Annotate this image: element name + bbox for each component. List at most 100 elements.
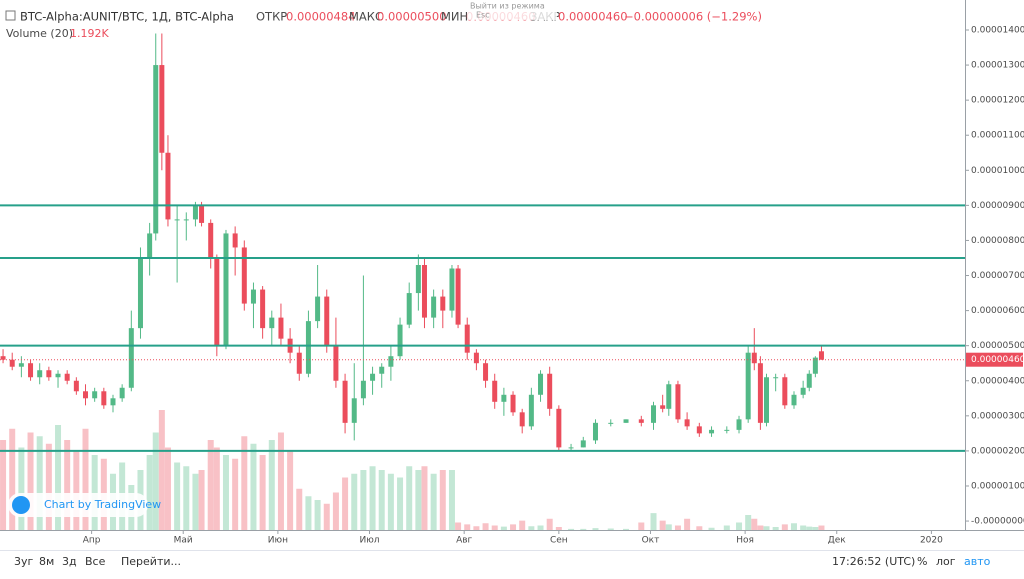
candle-body [333,345,339,381]
volume-bar [607,528,614,530]
volume-bar [638,522,645,530]
candle-body [724,429,730,431]
volume-bar [659,520,666,530]
candle-body [351,398,357,423]
candle-body [800,387,806,395]
volume-bar [510,524,517,530]
candle-body [342,380,348,423]
high: 0.00000500 [377,10,447,24]
x-tick-label: 2020 [920,536,943,546]
candle-body [232,233,238,248]
x-tick-label: Май [174,536,193,546]
candle-body [137,257,143,329]
range-button[interactable]: 3д [62,555,77,568]
volume-bar [73,451,80,530]
volume-bar [448,470,455,530]
volume-bar [757,525,764,530]
percent-button[interactable]: % [917,555,927,568]
candle-body [18,363,24,367]
y-tick-label: 0.00000600 [971,306,1024,316]
y-tick-label: 0.00000900 [971,201,1024,211]
candle-body [46,370,52,378]
badge[interactable]: Chart by TradingView [8,493,161,517]
candle-body [241,247,247,304]
badge-bg[interactable] [8,493,148,517]
candle-body [519,412,525,427]
volume-bar [546,518,553,530]
candle-body [360,380,366,399]
candle-body [406,293,412,325]
open: 0.00000484 [286,10,356,24]
candle-body [64,373,70,381]
candle-body [183,219,189,221]
range-button[interactable]: 8м [39,555,54,568]
volume-bar [36,436,43,530]
volume-bar [250,443,257,530]
volume-bar [152,432,159,530]
x-tick-label: Ноя [736,536,754,546]
volume-bar [213,447,220,530]
auto-button[interactable]: авто [964,555,991,568]
candle-body [159,65,165,153]
last-price-box [966,352,1023,367]
y-tick-label: 0.00000100 [971,481,1024,491]
range-button[interactable]: Все [85,555,106,568]
volume-bar [528,526,535,530]
candle-body [250,289,256,304]
volume-bar [158,410,165,530]
volume-bar [708,527,715,530]
volume-bar [439,470,446,530]
volume-bar [91,455,98,530]
badge-text[interactable]: Chart by TradingView [44,498,161,511]
volume-bar [64,440,71,530]
log-button[interactable]: лог [936,555,956,568]
x-tick-label: Июн [268,536,288,546]
candle-body [9,359,15,367]
candle-body [269,317,275,329]
volume-bar [296,488,303,530]
y-tick-label: 0.00000300 [971,411,1024,421]
plot-area [0,33,965,530]
candle-body [208,222,214,258]
y-tick-label: 0.00000800 [971,236,1024,246]
volume-bar [378,470,385,530]
volume-bar [164,447,171,530]
volume-bar [745,515,752,530]
candle-body [818,351,824,360]
candle-body [736,419,742,430]
low-label: МИН [441,10,468,24]
candle-body [675,384,681,420]
volume-bar [259,455,266,530]
volume-bar [665,524,672,530]
volume-value: 1.192K [70,27,109,40]
candle-body [501,394,507,402]
volume-bar [207,440,214,530]
candle-body [278,317,284,339]
x-tick-label: Авг [456,536,472,546]
x-tick-label: Дек [828,536,847,546]
volume-bar [45,443,52,530]
close: 0.00000460 [558,10,628,24]
volume-label: Volume (20) [6,27,73,40]
candle-body [812,357,818,374]
y-tick-label: -0.00000000 [971,517,1024,527]
tooltip-line: Выйти из режима [470,2,545,11]
volume-bar [232,458,239,530]
candle-body [547,373,553,409]
collapse-icon[interactable] [5,10,16,21]
volume-bar [360,470,367,530]
badge-icon[interactable] [12,496,30,514]
candle-body [421,265,427,318]
range-button[interactable]: 3уг [14,555,34,568]
volume-bar [332,492,339,530]
candle-body [638,419,644,423]
goto-button[interactable]: Перейти... [121,555,181,568]
candle-body [0,356,6,360]
candle-body [528,394,534,427]
candle-body [305,321,311,374]
candle-body [119,387,125,399]
candle-body [296,352,302,374]
candle-body [764,377,770,423]
candle-body [492,380,498,402]
x-tick-label: Сен [550,536,568,546]
